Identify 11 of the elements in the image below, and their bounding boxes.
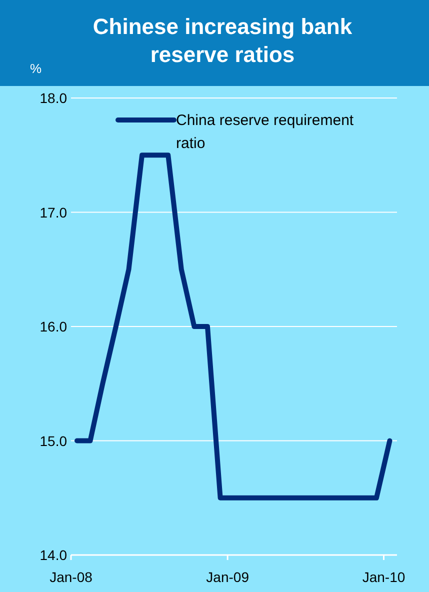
x-tick-label: Jan-10 [362,569,406,585]
legend-label: China reserve requirement ratio [176,112,354,152]
x-tick-label: Jan-09 [206,569,250,585]
chart-title: Chinese increasing bank reserve ratios [92,14,353,67]
y-tick-label: 16.0 [40,318,68,334]
y-tick-label: 15.0 [40,432,68,449]
y-axis-title: % [30,61,42,76]
y-tick-label: 18.0 [40,90,68,106]
x-tick-label: Jan-08 [50,569,93,585]
y-tick-label: 14.0 [40,547,68,563]
y-tick-label: 17.0 [40,204,68,220]
